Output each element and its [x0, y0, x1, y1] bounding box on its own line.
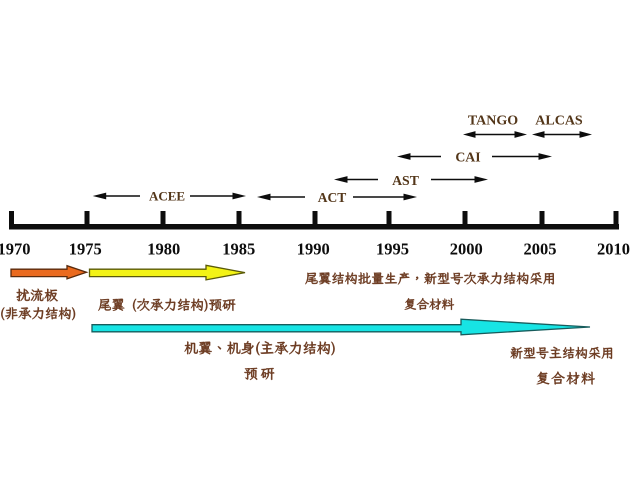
svg-text:TANGO: TANGO: [468, 114, 518, 129]
svg-text:ACT: ACT: [318, 190, 347, 205]
svg-text:ALCAS: ALCAS: [535, 114, 583, 129]
svg-text:1975: 1975: [69, 240, 102, 259]
svg-text:CAI: CAI: [455, 150, 480, 165]
svg-text:AST: AST: [392, 173, 419, 188]
svg-text:2010: 2010: [597, 240, 630, 259]
svg-text:ACEE: ACEE: [149, 189, 185, 204]
svg-text:1985: 1985: [222, 240, 255, 259]
svg-text:2005: 2005: [524, 240, 557, 259]
svg-text:1995: 1995: [376, 240, 409, 259]
svg-text:1980: 1980: [147, 240, 180, 259]
svg-text:1990: 1990: [297, 240, 330, 259]
svg-text:2000: 2000: [450, 240, 483, 259]
svg-text:1970: 1970: [0, 240, 31, 259]
